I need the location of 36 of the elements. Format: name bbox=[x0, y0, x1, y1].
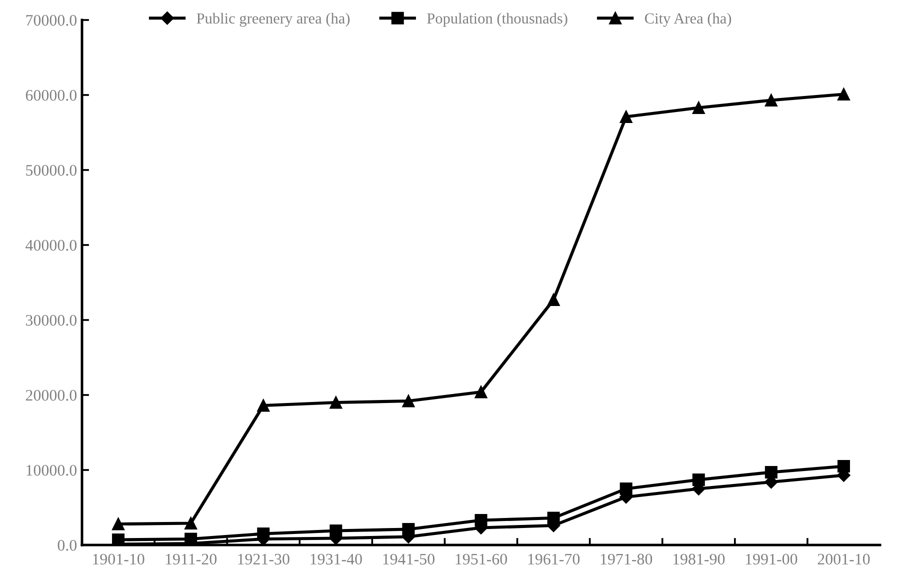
point bbox=[112, 518, 125, 530]
x-tick-label: 1941-50 bbox=[383, 554, 434, 565]
point bbox=[547, 294, 560, 306]
point bbox=[764, 94, 778, 106]
x-tick-label: 1911-20 bbox=[166, 554, 217, 565]
x-tick-label: 1981-90 bbox=[673, 554, 725, 565]
y-tick-label: 60000.0 bbox=[26, 90, 77, 101]
point bbox=[692, 102, 705, 114]
x-tick-label: 2001-10 bbox=[818, 554, 870, 565]
point bbox=[330, 396, 342, 409]
x-tick-label: 1961-70 bbox=[528, 554, 580, 565]
x-tick-label: 1921-30 bbox=[238, 554, 290, 565]
point bbox=[837, 460, 850, 472]
point bbox=[474, 386, 488, 398]
y-tick-label: 30000.0 bbox=[26, 314, 77, 326]
x-tick-label: 1971-80 bbox=[600, 554, 652, 565]
point bbox=[184, 517, 198, 530]
y-tick-label: 10000.0 bbox=[26, 464, 77, 476]
point bbox=[402, 394, 415, 408]
point bbox=[764, 466, 778, 478]
x-tick-label: 1991-00 bbox=[746, 554, 798, 565]
y-tick-label: 70000.0 bbox=[26, 14, 77, 26]
y-tick-label: 40000.0 bbox=[26, 240, 77, 251]
legend-label: Population (thousnads) bbox=[427, 12, 568, 27]
point bbox=[257, 399, 270, 412]
x-tick-label: 1951-60 bbox=[456, 554, 508, 565]
y-tick-label: 20000.0 bbox=[26, 390, 77, 401]
point bbox=[692, 474, 705, 486]
legend-label: City Area (ha) bbox=[644, 12, 732, 27]
y-tick-label: 0.0 bbox=[58, 540, 77, 551]
legend-label: Public greenery area (ha) bbox=[196, 12, 350, 27]
point bbox=[837, 88, 850, 100]
x-tick-label: 1931-40 bbox=[310, 554, 362, 565]
x-tick-label: 1901-10 bbox=[93, 554, 144, 565]
point bbox=[620, 110, 632, 123]
y-tick-label: 50000.0 bbox=[26, 164, 77, 176]
